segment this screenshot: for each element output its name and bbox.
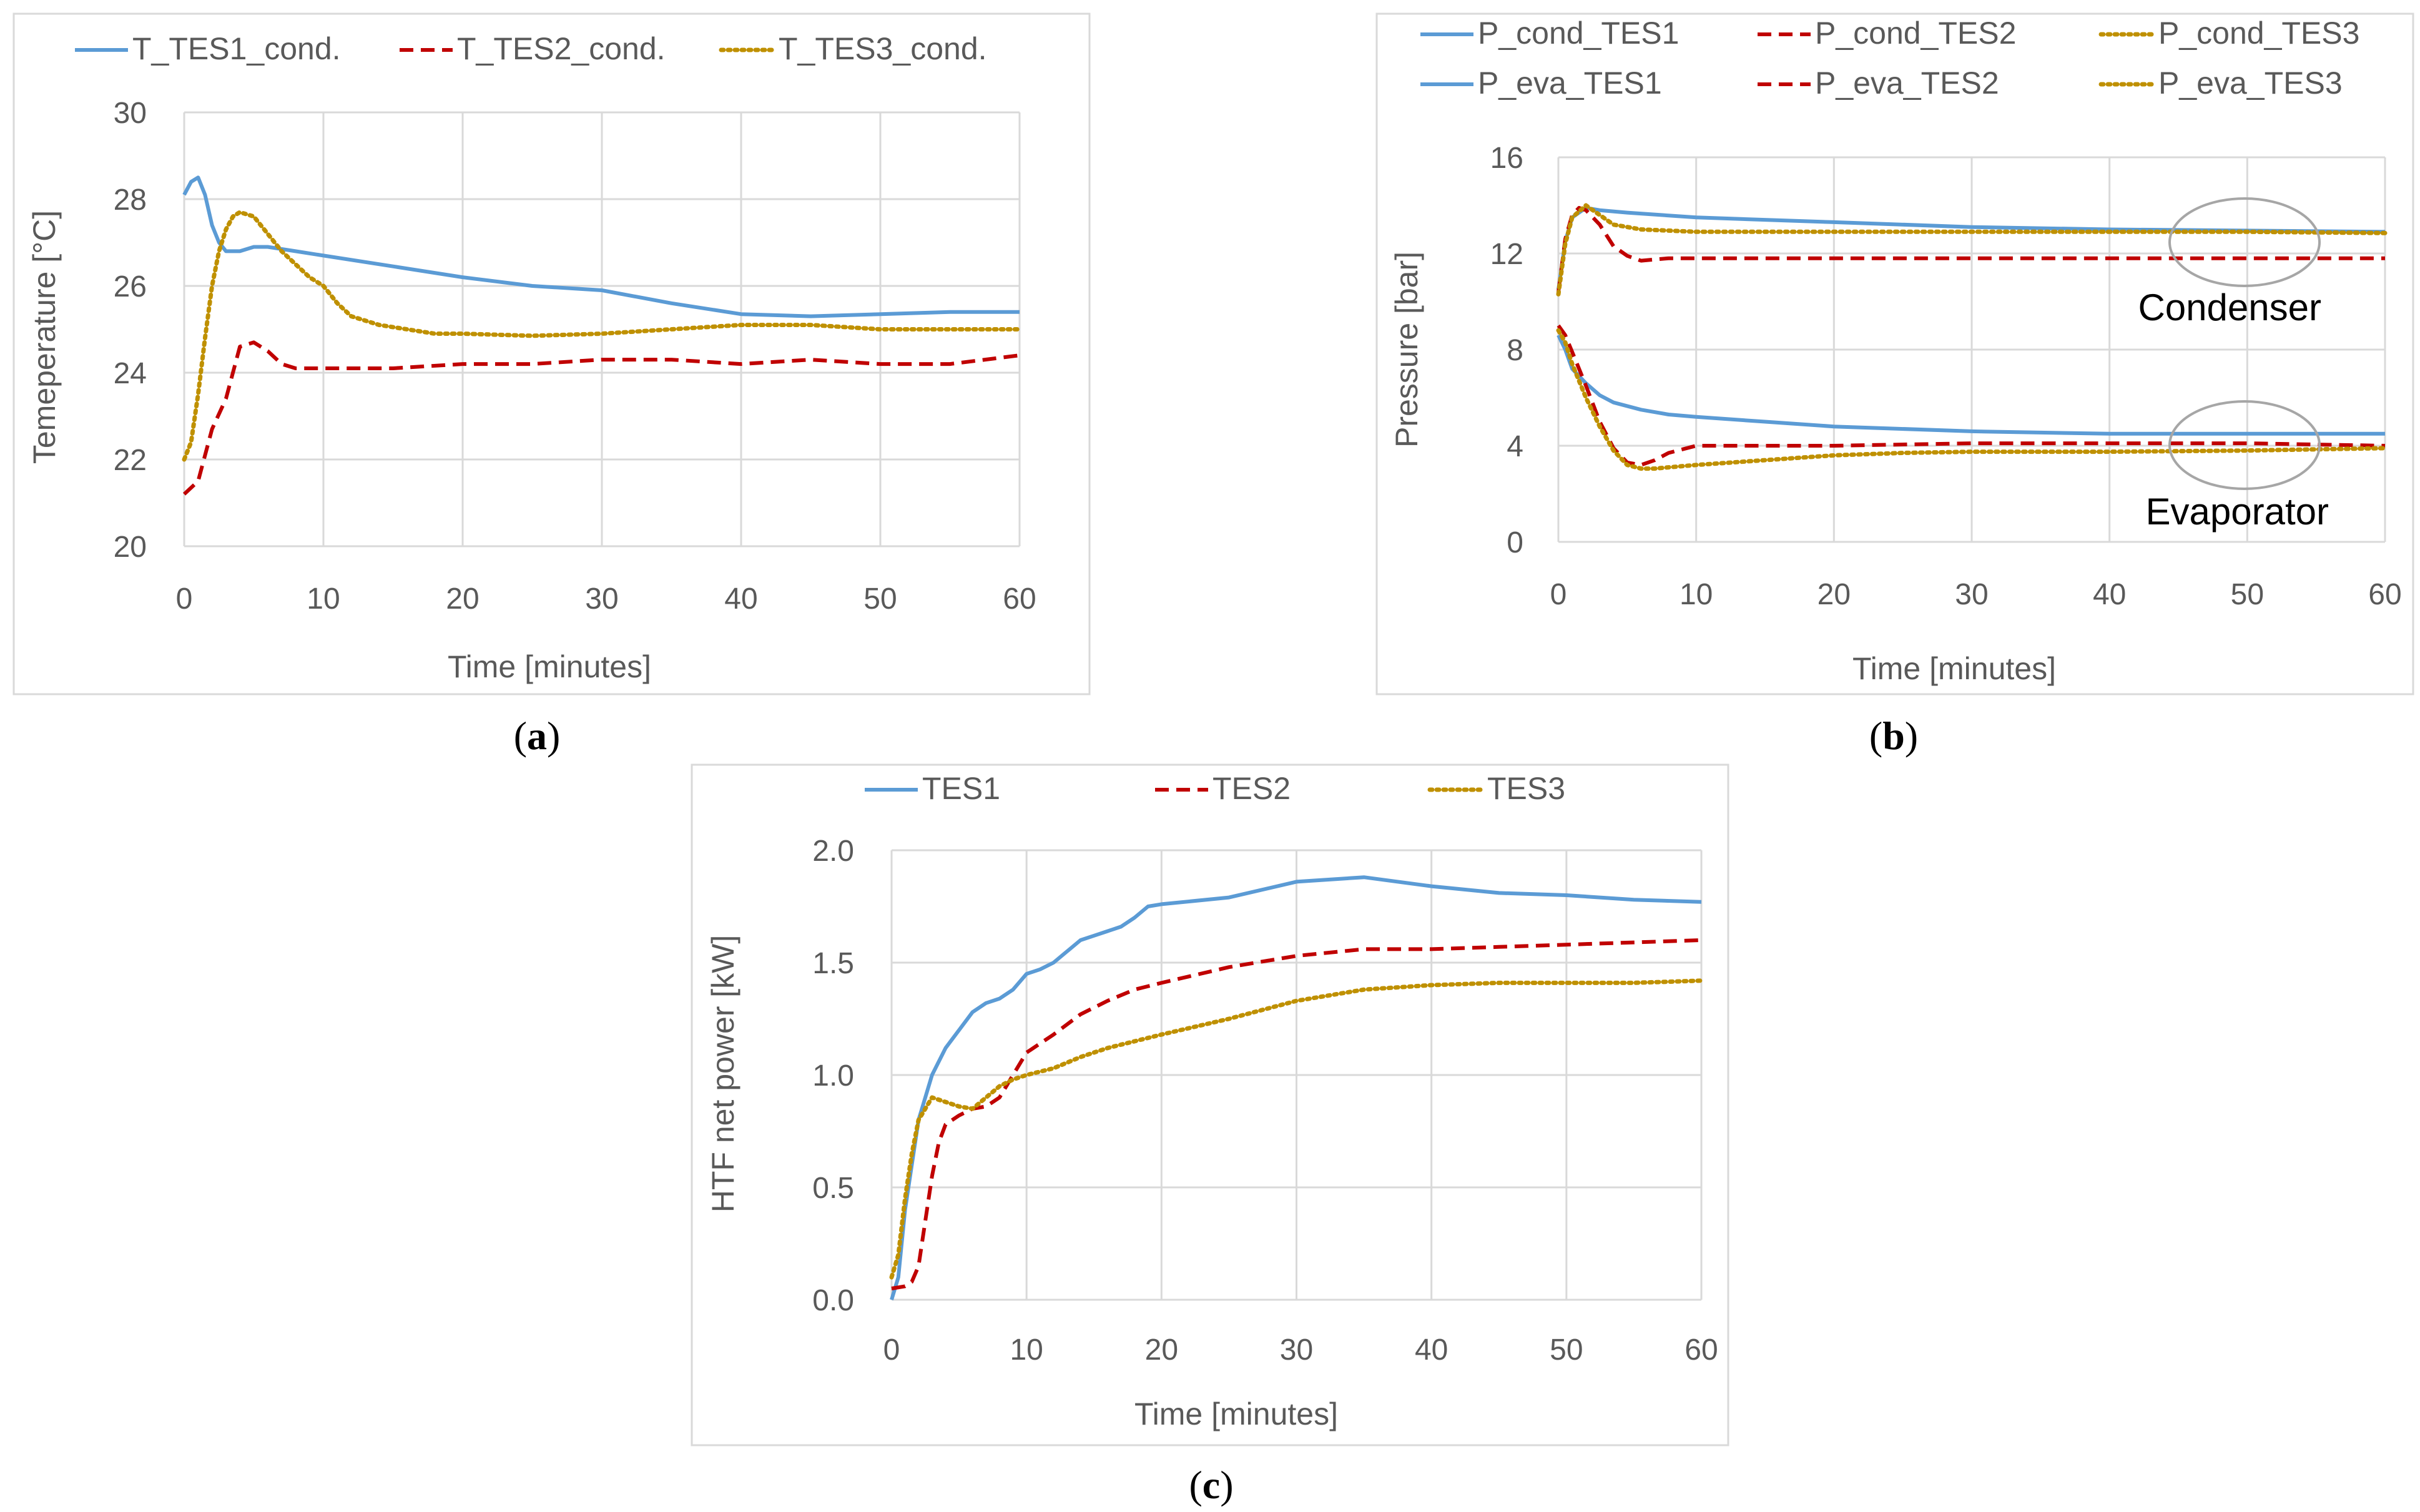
panel-a-letter: a xyxy=(527,714,547,758)
panel-a-y-tick-label: 26 xyxy=(114,270,147,303)
panel-a-legend: T_TES1_cond. T_TES2_cond. T_TES3_cond. xyxy=(75,31,987,66)
panel-c-legend: TES1 TES2 TES3 xyxy=(865,771,1565,806)
condenser-highlight-ellipse xyxy=(2168,197,2321,287)
panel-c-x-tick-label: 0 xyxy=(883,1333,900,1367)
panel-a-y-tick-label: 30 xyxy=(114,97,147,130)
series-line-P_eva_TES2 xyxy=(1557,324,2386,467)
legend-label-T_TES3_cond.: T_TES3_cond. xyxy=(779,31,987,66)
panel-c-x-tick-label: 60 xyxy=(1685,1333,1718,1367)
panel-c-y-tick-label: 0.0 xyxy=(812,1284,854,1317)
legend-label-T_TES2_cond.: T_TES2_cond. xyxy=(457,31,666,66)
panel-a-x-tick-label: 30 xyxy=(585,582,618,616)
legend-label-P_eva_TES2: P_eva_TES2 xyxy=(1815,66,1999,101)
series-line-TES2 xyxy=(891,938,1702,1290)
legend-label-TES3: TES3 xyxy=(1487,771,1565,806)
panel-c-letter: c xyxy=(1203,1463,1220,1507)
panel-b-gridlines xyxy=(1557,156,2386,543)
panel-c-y-tick-label: 1.5 xyxy=(812,947,854,980)
panel-b-y-ticks: 0 4 8 12 16 xyxy=(1490,142,1523,559)
panel-b-x-axis-label: Time [minutes] xyxy=(1852,651,2056,686)
panel-c-chart: 0.00.51.01.52.0 0 10 20 30 40 50 60 TES1 TES2 TE… xyxy=(691,763,1729,1507)
panel-b-y-tick-label: 0 xyxy=(1507,526,1523,559)
panel-c-y-axis-label: HTF net power [kW] xyxy=(706,935,740,1213)
panel-a-frame xyxy=(12,12,1091,695)
panel-c-y-tick-label: 1.0 xyxy=(812,1059,854,1092)
panel-b-x-tick-label: 60 xyxy=(2368,578,2401,611)
panel-a-x-tick-label: 60 xyxy=(1003,582,1036,616)
panel-a-x-ticks: 0 10 20 30 40 50 60 xyxy=(176,582,1036,616)
panel-b-x-tick-label: 0 xyxy=(1550,578,1567,611)
panel-a-y-tick-label: 22 xyxy=(114,444,147,477)
panel-b-x-tick-label: 20 xyxy=(1817,578,1851,611)
panel-a-x-tick-label: 20 xyxy=(446,582,479,616)
panel-c-y-ticks: 0.0 0.5 1.0 1.5 2.0 xyxy=(812,835,854,1317)
panel-b-x-tick-label: 40 xyxy=(2093,578,2126,611)
panel-b-y-tick-label: 12 xyxy=(1490,238,1523,271)
panel-b-x-tick-label: 30 xyxy=(1955,578,1988,611)
panel-a-y-tick-label: 28 xyxy=(114,184,147,217)
legend-label-TES2: TES2 xyxy=(1212,771,1291,806)
panel-c-x-tick-label: 40 xyxy=(1415,1333,1448,1367)
panel-b-y-axis-label: Pressure [bar] xyxy=(1389,252,1424,448)
panel-a-gridlines xyxy=(183,111,1021,547)
panel-a-y-ticks: 20 22 24 26 28 30 xyxy=(114,97,147,564)
legend-label-P_cond_TES1: P_cond_TES1 xyxy=(1478,16,1679,51)
panel-b-y-tick-label: 16 xyxy=(1490,142,1523,175)
panel-a-y-tick-label: 24 xyxy=(114,357,147,390)
panel-a-series xyxy=(182,175,1022,496)
panel-b-caption: (b) xyxy=(1869,714,1918,758)
panel-c-y-tick-label: 2.0 xyxy=(812,835,854,868)
legend-label-P_cond_TES2: P_cond_TES2 xyxy=(1815,16,2016,51)
evaporator-highlight-ellipse xyxy=(2168,400,2321,490)
panel-c-x-tick-label: 10 xyxy=(1010,1333,1043,1367)
panel-b-legend: P_cond_TES1 P_cond_TES2 P_cond_TES3 P_eva_T… xyxy=(1420,16,2359,101)
panel-c-x-ticks: 0 10 20 30 40 50 60 xyxy=(883,1333,1718,1367)
legend-label-P_cond_TES3: P_cond_TES3 xyxy=(2158,16,2359,51)
legend-label-T_TES1_cond.: T_TES1_cond. xyxy=(132,31,341,66)
panel-c-x-tick-label: 30 xyxy=(1280,1333,1313,1367)
panel-a-x-tick-label: 50 xyxy=(863,582,897,616)
series-line-T_TES1_cond. xyxy=(182,175,1020,318)
panel-b-letter: b xyxy=(1882,714,1905,758)
panel-b-x-ticks: 0 10 20 30 40 50 60 xyxy=(1550,578,2402,611)
series-line-P_cond_TES3 xyxy=(1556,203,2388,297)
evaporator-annotation: Evaporator xyxy=(2146,491,2329,533)
panel-b-frame xyxy=(1375,12,2414,695)
panel-b-y-tick-label: 4 xyxy=(1507,430,1523,463)
panel-b-series xyxy=(1556,203,2388,471)
panel-a-x-axis-label: Time [minutes] xyxy=(448,649,651,684)
legend-label-P_eva_TES3: P_eva_TES3 xyxy=(2158,66,2343,101)
legend-label-P_eva_TES1: P_eva_TES1 xyxy=(1478,66,1662,101)
series-line-T_TES2_cond. xyxy=(182,340,1020,496)
condenser-annotation: Condenser xyxy=(2138,287,2321,328)
panel-a-x-tick-label: 0 xyxy=(176,582,193,616)
panel-c-y-tick-label: 0.5 xyxy=(812,1172,854,1205)
panel-c-x-axis-label: Time [minutes] xyxy=(1134,1397,1338,1431)
panel-a-x-tick-label: 40 xyxy=(724,582,757,616)
panel-c-frame xyxy=(691,763,1729,1446)
panel-c-x-tick-label: 50 xyxy=(1550,1333,1583,1367)
legend-label-TES1: TES1 xyxy=(922,771,1000,806)
panel-b-x-tick-label: 10 xyxy=(1680,578,1713,611)
panel-b-x-tick-label: 50 xyxy=(2231,578,2264,611)
panel-c-caption: (c) xyxy=(1189,1463,1233,1507)
panel-a-y-axis-label: Temeperature [°C] xyxy=(27,210,62,464)
series-line-T_TES3_cond. xyxy=(182,210,1022,462)
panel-a-x-tick-label: 10 xyxy=(307,582,340,616)
panel-a-y-tick-label: 20 xyxy=(114,531,147,564)
series-line-P_eva_TES3 xyxy=(1556,328,2388,471)
panel-c-x-tick-label: 20 xyxy=(1145,1333,1178,1367)
panel-c-series xyxy=(889,875,1704,1300)
panel-b-y-tick-label: 8 xyxy=(1507,334,1523,367)
series-line-TES1 xyxy=(890,875,1702,1300)
panel-a-caption: (a) xyxy=(514,714,561,758)
series-line-TES3 xyxy=(889,978,1704,1280)
